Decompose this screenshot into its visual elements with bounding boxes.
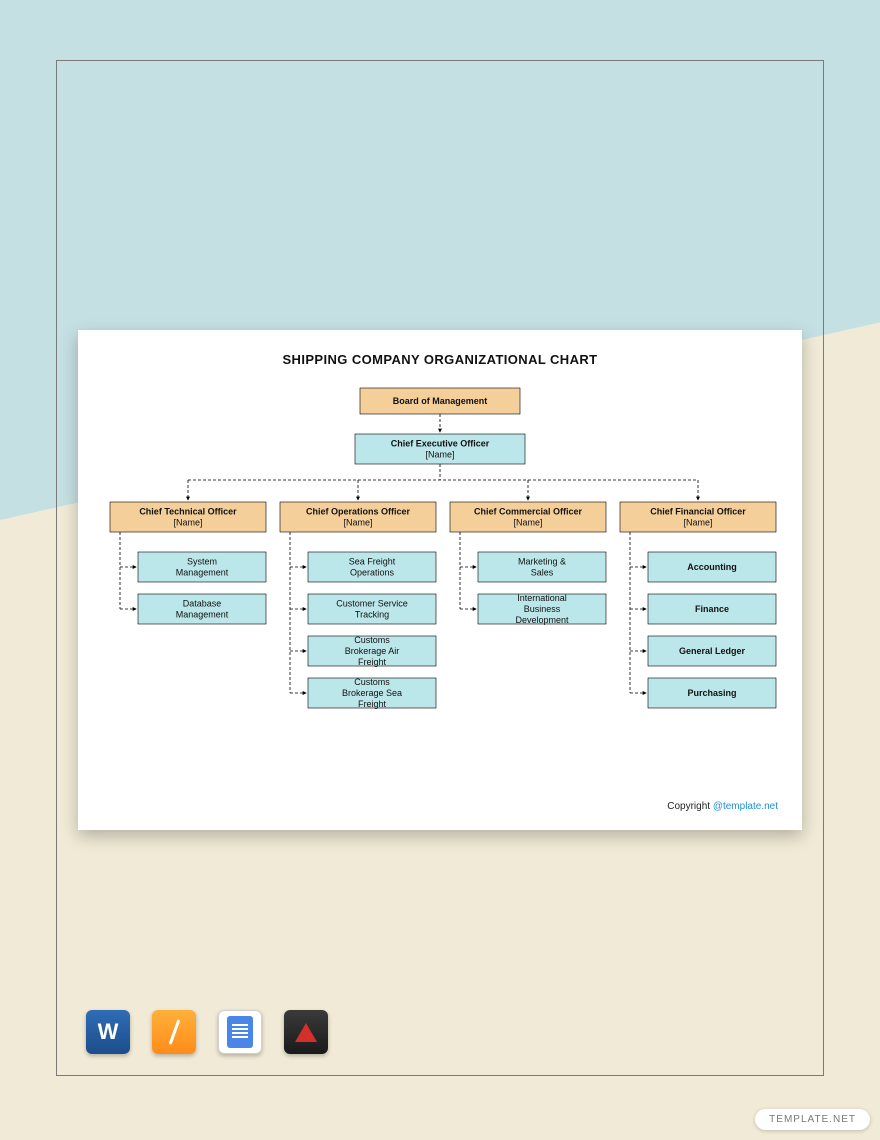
svg-text:Purchasing: Purchasing	[687, 688, 736, 698]
svg-text:Customs: Customs	[354, 677, 390, 687]
svg-text:Management: Management	[176, 610, 229, 620]
svg-text:Chief Technical Officer: Chief Technical Officer	[139, 507, 237, 517]
svg-text:[Name]: [Name]	[343, 518, 372, 528]
svg-text:Management: Management	[176, 568, 229, 578]
copyright-line: Copyright @template.net	[667, 801, 778, 812]
app-icon-row	[86, 1010, 328, 1054]
svg-text:Marketing &: Marketing &	[518, 557, 566, 567]
svg-text:Chief Operations Officer: Chief Operations Officer	[306, 507, 411, 517]
svg-text:Database: Database	[183, 599, 222, 609]
svg-text:Development: Development	[515, 615, 569, 625]
word-icon[interactable]	[86, 1010, 130, 1054]
svg-text:[Name]: [Name]	[173, 518, 202, 528]
svg-text:Chief Financial Officer: Chief Financial Officer	[650, 507, 746, 517]
svg-text:Brokerage Sea: Brokerage Sea	[342, 688, 402, 698]
svg-text:[Name]: [Name]	[513, 518, 542, 528]
svg-text:Operations: Operations	[350, 568, 395, 578]
svg-text:Tracking: Tracking	[355, 610, 389, 620]
copyright-prefix: Copyright	[667, 801, 713, 812]
svg-text:System: System	[187, 557, 217, 567]
org-chart: Board of Management Chief Executive Offic…	[78, 380, 802, 810]
svg-text:General Ledger: General Ledger	[679, 646, 746, 656]
svg-text:[Name]: [Name]	[425, 450, 454, 460]
svg-text:Sales: Sales	[531, 568, 554, 578]
chart-title: SHIPPING COMPANY ORGANIZATIONAL CHART	[78, 330, 802, 367]
copyright-link[interactable]: @template.net	[713, 801, 778, 812]
svg-text:Freight: Freight	[358, 699, 387, 709]
svg-text:Accounting: Accounting	[687, 562, 737, 572]
svg-text:Chief Commercial Officer: Chief Commercial Officer	[474, 507, 583, 517]
svg-text:Customer Service: Customer Service	[336, 599, 408, 609]
svg-text:Customs: Customs	[354, 635, 390, 645]
google-docs-icon[interactable]	[218, 1010, 262, 1054]
chart-card: SHIPPING COMPANY ORGANIZATIONAL CHART Bo…	[78, 330, 802, 830]
svg-text:Finance: Finance	[695, 604, 729, 614]
svg-text:Board of Management: Board of Management	[393, 396, 488, 406]
pages-icon[interactable]	[152, 1010, 196, 1054]
svg-text:Sea Freight: Sea Freight	[349, 557, 396, 567]
watermark-badge: TEMPLATE.NET	[755, 1109, 870, 1130]
svg-text:Freight: Freight	[358, 657, 387, 667]
svg-text:[Name]: [Name]	[683, 518, 712, 528]
svg-text:Brokerage Air: Brokerage Air	[345, 646, 400, 656]
svg-text:International: International	[517, 593, 567, 603]
adobe-pdf-icon[interactable]	[284, 1010, 328, 1054]
svg-text:Business: Business	[524, 604, 561, 614]
svg-text:Chief Executive Officer: Chief Executive Officer	[391, 439, 490, 449]
